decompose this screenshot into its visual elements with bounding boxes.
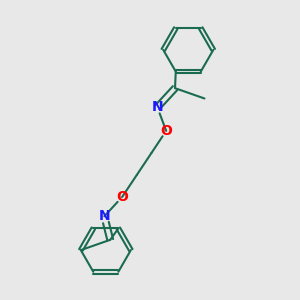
Text: O: O	[160, 124, 172, 138]
Text: N: N	[152, 100, 163, 114]
Text: O: O	[116, 190, 128, 204]
Text: N: N	[98, 209, 110, 223]
